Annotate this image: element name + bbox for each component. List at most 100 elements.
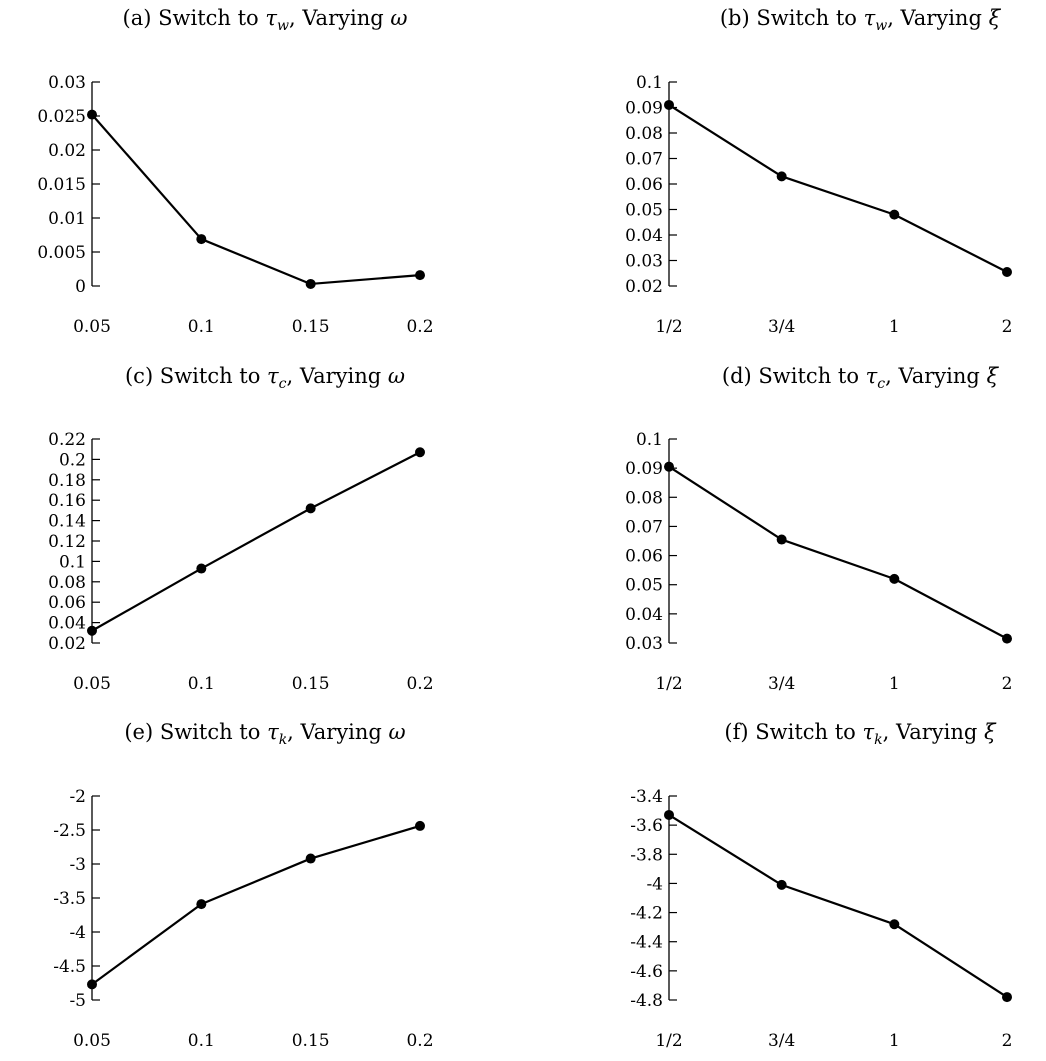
- x-tick-label: 3/4: [768, 1031, 795, 1051]
- y-tick-label: -3.8: [630, 845, 663, 865]
- y-tick-label: 0.09: [625, 99, 663, 119]
- x-tick-label: 0.1: [188, 674, 215, 694]
- title-prefix: (b) Switch to: [720, 6, 864, 30]
- series-line: [91, 824, 421, 986]
- data-point: [415, 447, 425, 458]
- y-tick-label: -4.2: [630, 904, 663, 924]
- y-tick-label: 0.08: [625, 488, 663, 508]
- y-tick-label: 0.14: [48, 512, 86, 532]
- panel-title: (b) Switch to τw, Varying ξ: [720, 6, 1002, 34]
- y-tick-label: 0.025: [37, 107, 86, 127]
- panel-title: (a) Switch to τw, Varying ω: [123, 6, 408, 34]
- y-tick-label: -3.5: [53, 889, 86, 909]
- y-tick-label: -4.8: [630, 991, 663, 1011]
- title-prefix: (c) Switch to: [125, 364, 267, 388]
- data-point: [1002, 266, 1012, 277]
- title-subscript: c: [877, 376, 885, 392]
- title-suffix: , Varying: [887, 6, 988, 30]
- y-tick-label: 0.04: [48, 614, 86, 634]
- x-tick-label: 2: [1002, 674, 1013, 694]
- title-subscript: k: [279, 732, 287, 748]
- data-point: [196, 899, 207, 910]
- title-prefix: (d) Switch to: [722, 364, 866, 388]
- title-prefix: (a) Switch to: [123, 6, 266, 30]
- x-tick-label: 0.15: [292, 1031, 330, 1051]
- y-tick-label: 0.01: [48, 209, 86, 229]
- y-tick-label: 0.1: [636, 430, 663, 450]
- series-line: [668, 814, 1008, 999]
- y-tick-label: 0.03: [625, 252, 663, 272]
- y-tick-label: -4: [646, 874, 663, 894]
- title-variable: ω: [389, 720, 406, 744]
- data-point: [776, 534, 787, 545]
- y-tick-label: -4.5: [53, 957, 86, 977]
- title-variable: ω: [388, 364, 405, 388]
- title-subscript: k: [874, 732, 882, 748]
- y-tick-label: 0.06: [625, 547, 663, 567]
- y-tick-label: 0.005: [37, 243, 86, 263]
- data-point: [889, 573, 900, 584]
- data-point: [196, 234, 207, 245]
- panel-title: (e) Switch to τk, Varying ω: [124, 720, 405, 748]
- y-tick-label: 0.04: [625, 605, 663, 625]
- y-tick-label: 0.08: [625, 124, 663, 144]
- title-suffix: , Varying: [287, 720, 388, 744]
- title-prefix: (f) Switch to: [724, 720, 862, 744]
- panel-title: (f) Switch to τk, Varying ξ: [724, 720, 997, 748]
- y-tick-label: -5: [69, 991, 86, 1011]
- series-line: [668, 104, 1008, 273]
- x-tick-label: 0.05: [73, 317, 111, 337]
- chart-panel-5: (e) Switch to τk, Varying ω -5 -4.5 -4 -3.5 -…: [53, 720, 433, 1051]
- y-tick-label: 0.16: [48, 491, 86, 511]
- title-subscript: w: [277, 18, 289, 34]
- data-point: [1002, 992, 1012, 1003]
- data-point: [305, 853, 316, 864]
- x-tick-label: 0.05: [73, 1031, 111, 1051]
- y-tick-label: 0.04: [625, 226, 663, 246]
- x-tick-label: 1/2: [655, 674, 682, 694]
- title-symbol: τ: [866, 364, 878, 388]
- series-line: [91, 451, 421, 632]
- y-tick-label: 0.02: [48, 634, 86, 654]
- title-variable: ω: [390, 6, 407, 30]
- data-point: [415, 270, 425, 281]
- x-tick-label: 0.1: [188, 1031, 215, 1051]
- title-symbol: τ: [265, 6, 277, 30]
- title-symbol: τ: [863, 720, 875, 744]
- data-point: [1002, 633, 1012, 644]
- y-tick-label: 0.07: [625, 517, 663, 537]
- y-tick-label: -2: [69, 787, 86, 807]
- y-tick-label: -4: [69, 923, 86, 943]
- y-tick-label: -3: [69, 855, 86, 875]
- title-subscript: w: [875, 18, 887, 34]
- data-point: [415, 820, 425, 831]
- title-variable: ξ: [987, 364, 1000, 388]
- y-tick-label: 0.03: [625, 634, 663, 654]
- data-point: [664, 99, 674, 110]
- title-variable: ξ: [989, 6, 1002, 30]
- y-tick-label: 0.12: [48, 532, 86, 552]
- chart-panel-4: (d) Switch to τc, Varying ξ 0.03 0.04 0.05 0…: [625, 364, 1012, 694]
- y-tick-label: 0.015: [37, 175, 86, 195]
- x-tick-label: 0.15: [292, 674, 330, 694]
- x-tick-label: 1/2: [655, 317, 682, 337]
- x-tick-label: 2: [1002, 317, 1013, 337]
- y-tick-label: 0.05: [625, 576, 663, 596]
- x-tick-label: 0.1: [188, 317, 215, 337]
- data-point: [87, 979, 97, 990]
- y-tick-label: 0.02: [48, 141, 86, 161]
- x-tick-label: 0.2: [406, 674, 433, 694]
- y-tick-label: -4.6: [630, 962, 663, 982]
- y-tick-label: 0.09: [625, 459, 663, 479]
- data-point: [664, 461, 674, 472]
- data-point: [776, 171, 787, 182]
- y-tick-label: 0.03: [48, 73, 86, 93]
- y-tick-label: 0.1: [59, 552, 86, 572]
- y-tick-label: 0.06: [48, 593, 86, 613]
- x-tick-label: 3/4: [768, 317, 795, 337]
- x-tick-label: 0.05: [73, 674, 111, 694]
- panel-title: (c) Switch to τc, Varying ω: [125, 364, 405, 392]
- y-tick-label: -4.4: [630, 933, 663, 953]
